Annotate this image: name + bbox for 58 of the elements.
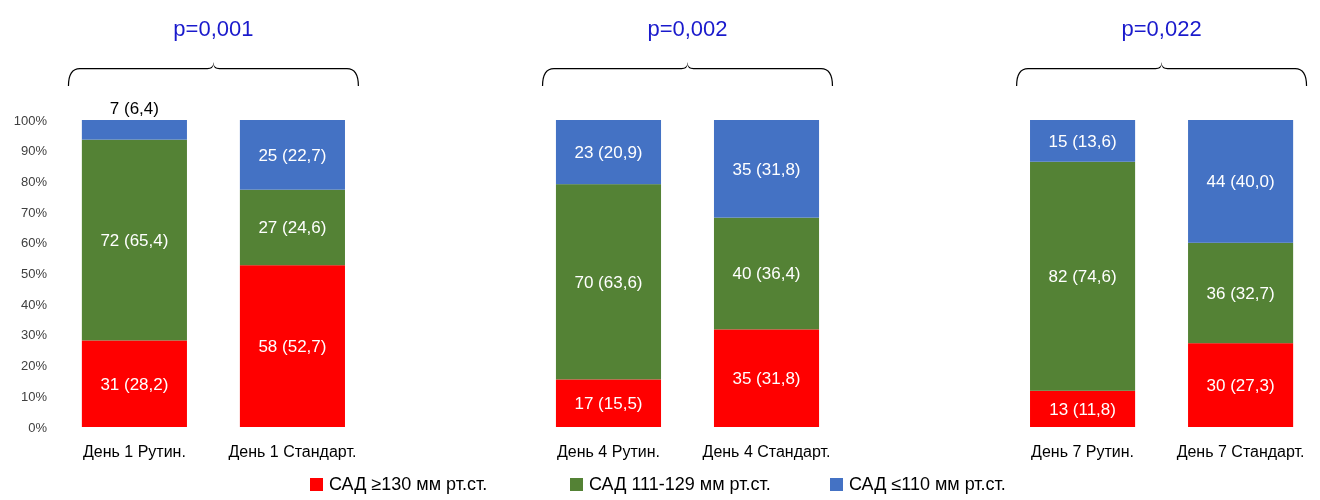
bar (555, 184, 662, 380)
bar (1188, 120, 1294, 243)
bar (81, 120, 187, 140)
y-tick-label: 80% (20, 173, 48, 189)
data-label: 35 (31,8) (732, 369, 801, 389)
bar (239, 189, 345, 266)
y-tick-label: 10% (20, 388, 48, 404)
bar (1188, 343, 1294, 427)
data-label: 70 (63,6) (574, 272, 643, 292)
data-label: 82 (74,6) (1048, 267, 1117, 287)
x-tick-label: День 4 Рутин. (557, 443, 660, 460)
x-tick-label: День 7 Рутин. (1031, 443, 1135, 460)
text: p=0,001 (173, 16, 254, 41)
y-tick-label: 60% (20, 235, 48, 251)
y-tick-label: 100% (13, 112, 48, 128)
legend-label: САД 111-129 мм рт.ст. (589, 474, 771, 494)
data-label: 27 (24,6) (258, 218, 327, 238)
y-tick-label: 30% (20, 327, 48, 343)
bar (81, 139, 187, 341)
data-label: 7 (6,4) (109, 99, 159, 118)
bar (555, 379, 662, 427)
data-label: 13 (11,8) (1049, 399, 1116, 419)
x-tick-label: День 4 Стандарт. (702, 443, 831, 460)
bar (1030, 120, 1136, 162)
bar (81, 340, 187, 427)
bar (713, 217, 820, 330)
data-label: 17 (15,5) (574, 394, 643, 414)
y-tick-label: 0% (28, 419, 48, 435)
text: p=0,022 (1121, 16, 1202, 41)
bar (713, 120, 820, 218)
legend-label: САД ≥130 мм рт.ст. (329, 474, 488, 494)
data-label: 23 (20,9) (574, 143, 643, 163)
y-tick-label: 90% (20, 143, 48, 159)
y-tick-label: 70% (20, 204, 48, 220)
x-tick-label: День 7 Стандарт. (1176, 443, 1305, 460)
y-tick-label: 40% (20, 296, 48, 312)
bar (1030, 161, 1136, 391)
y-tick-label: 50% (20, 266, 48, 282)
bar (239, 120, 345, 190)
legend-label: САД ≤110 мм рт.ст. (849, 474, 1006, 494)
data-label: 31 (28,2) (100, 374, 169, 394)
bar (555, 120, 662, 185)
data-label: 44 (40,0) (1206, 172, 1275, 192)
x-tick-label: День 1 Рутин. (82, 443, 186, 460)
data-label: 25 (22,7) (258, 145, 327, 165)
data-label: 58 (52,7) (258, 337, 327, 357)
x-tick-label: День 1 Стандарт. (228, 443, 357, 460)
data-label: 35 (31,8) (732, 159, 801, 179)
bar (1188, 242, 1294, 344)
data-label: 30 (27,3) (1206, 376, 1275, 396)
text: p=0,002 (647, 16, 728, 41)
data-label: 15 (13,6) (1048, 131, 1117, 151)
data-label: 36 (32,7) (1206, 283, 1275, 303)
bar (713, 329, 820, 427)
y-tick-label: 20% (20, 358, 48, 374)
bar (239, 265, 345, 427)
data-label: 40 (36,4) (732, 264, 801, 284)
data-label: 72 (65,4) (100, 230, 169, 250)
